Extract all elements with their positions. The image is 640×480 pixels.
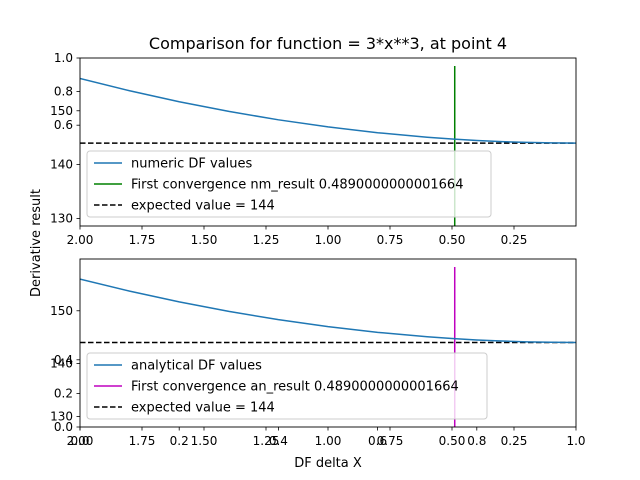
legend-convergence-label: First convergence nm_result 0.4890000000… <box>131 178 463 193</box>
overlay-x-tick-label: 0.8 <box>467 434 486 448</box>
x-tick-label: 1.25 <box>253 233 280 247</box>
overlay-y-tick-label: 0.2 <box>54 386 73 400</box>
x-tick-label: 0.50 <box>439 233 466 247</box>
chart-title: Comparison for function = 3*x**3, at poi… <box>149 34 507 53</box>
x-tick-label: 0.25 <box>501 434 528 448</box>
overlay-x-tick-label: 1.0 <box>566 434 585 448</box>
overlay-x-tick-label: 0.4 <box>269 434 288 448</box>
y-tick-label: 150 <box>50 304 73 318</box>
x-tick-label: 1.00 <box>315 434 342 448</box>
x-tick-label: 0.25 <box>501 233 528 247</box>
bottom-subplot: 130 140 150 0.0 0.2 0.4 2.00 1.75 1.50 1.25 1.00 0.… <box>50 258 586 448</box>
x-tick-label: 1.50 <box>191 434 218 448</box>
series-line <box>80 278 576 344</box>
x-tick-label: 0.75 <box>377 434 404 448</box>
y-axis-label: Derivative result <box>29 189 44 297</box>
overlay-x-tick-label: 0.6 <box>368 434 387 448</box>
y-tick-label: 140 <box>50 357 73 371</box>
legend-box <box>86 352 488 420</box>
overlay-y-tick-label: 0.6 <box>54 118 73 132</box>
overlay-x-tick-label: 0.0 <box>70 434 89 448</box>
overlay-x-tick-label: 0.2 <box>170 434 189 448</box>
x-tick-label: 1.00 <box>315 233 342 247</box>
y-tick-label: 150 <box>50 104 73 118</box>
legend-series-label: analytical DF values <box>131 359 262 374</box>
series-line <box>80 77 576 144</box>
x-tick-label: 1.75 <box>129 434 156 448</box>
y-tick-label: 130 <box>50 211 73 225</box>
x-axis-label: DF delta X <box>294 456 362 471</box>
overlay-y-tick-label: 0.0 <box>54 420 73 434</box>
y-tick-label: 130 <box>50 409 73 423</box>
x-tick-label: 1.50 <box>191 233 218 247</box>
x-tick-label: 2.00 <box>67 233 94 247</box>
legend-convergence-label: First convergence an_result 0.4890000000… <box>131 380 459 395</box>
legend-series-label: numeric DF values <box>131 157 253 172</box>
x-tick-label: 1.75 <box>129 233 156 247</box>
x-tick-label: 0.50 <box>439 434 466 448</box>
overlay-y-tick-label: 1.0 <box>54 51 73 65</box>
legend-box <box>86 150 492 218</box>
legend-expected-label: expected value = 144 <box>131 199 275 214</box>
x-tick-label: 1.25 <box>253 434 280 448</box>
y-tick-label: 140 <box>50 158 73 172</box>
x-tick-label: 0.75 <box>377 233 404 247</box>
overlay-y-tick-label: 0.4 <box>54 353 73 367</box>
overlay-y-tick-label: 0.8 <box>54 85 73 99</box>
legend-expected-label: expected value = 144 <box>131 401 275 416</box>
x-tick-label: 2.00 <box>67 434 94 448</box>
